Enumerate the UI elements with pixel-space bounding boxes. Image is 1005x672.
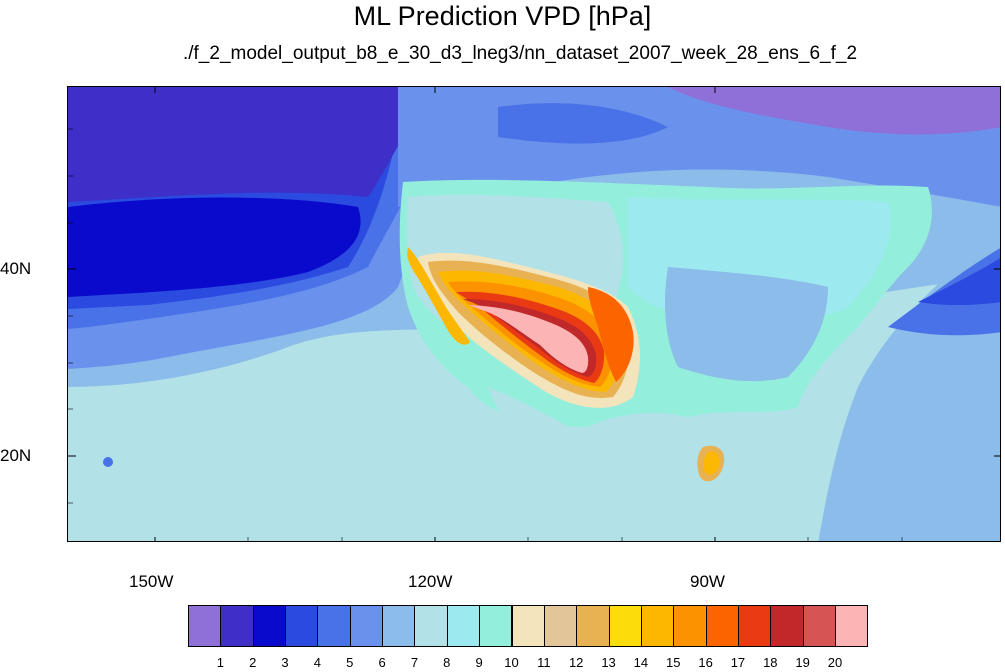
colorbar-swatch [608,605,642,647]
colorbar-swatch [770,605,804,647]
colorbar-swatch [188,605,222,647]
colorbar-swatch [835,605,869,647]
colorbar-tick-label: 3 [281,655,289,670]
colorbar-tick-label: 1 [216,655,224,670]
colorbar-tick-label: 2 [249,655,257,670]
colorbar-swatch [640,605,675,647]
lat-label-40n: 40N [0,259,32,278]
colorbar-tick-label: 5 [346,655,354,670]
colorbar-tick-label: 16 [698,655,713,670]
colorbar-swatch [220,605,254,647]
colorbar-swatch [252,605,287,647]
colorbar-swatch [802,605,836,647]
colorbar-tick-label: 20 [827,655,843,670]
colorbar-tick-label: 6 [378,655,386,670]
colorbar-tick-label: 8 [443,655,451,670]
colorbar-tick-label: 10 [504,655,519,670]
lon-label-90w: 90W [690,572,725,591]
colorbar-swatch [382,605,416,647]
colorbar-tick-label: 18 [763,655,778,670]
colorbar-tick-label: 7 [410,655,419,670]
colorbar-swatch [511,605,545,647]
colorbar-tick-label: 4 [313,655,321,670]
map-subtitle: ./f_2_model_output_b8_e_30_d3_lneg3/nn_d… [182,43,858,64]
colorbar-swatch [446,605,481,647]
colorbar-swatch [349,605,384,647]
colorbar-swatch [737,605,772,647]
map-panel [67,86,1001,542]
colorbar-swatch [673,605,707,647]
lon-label-150w: 150W [129,572,174,591]
lat-label-20n: 20N [0,446,32,465]
colorbar-swatch [285,605,319,647]
colorbar-tick-label: 11 [537,655,551,670]
colorbar-swatch [576,605,610,647]
colorbar-tick-label: 9 [475,655,483,670]
colorbar-tick-label: 15 [666,655,681,670]
colorbar-tick-label: 19 [795,655,810,670]
colorbar-tick-label: 12 [568,655,584,670]
colorbar-swatch [543,605,578,647]
colorbar-swatch [414,605,448,647]
colorbar-tick-label: 14 [633,655,649,670]
lon-label-120w: 120W [408,572,453,591]
vpd-contour-map [68,87,1000,541]
colorbar-swatch [317,605,351,647]
map-title: ML Prediction VPD [hPa] [353,1,652,31]
colorbar-swatch [479,605,513,647]
colorbar-tick-label: 13 [601,655,616,670]
colorbar-tick-label: 17 [730,655,746,670]
colorbar-swatch [705,605,739,647]
